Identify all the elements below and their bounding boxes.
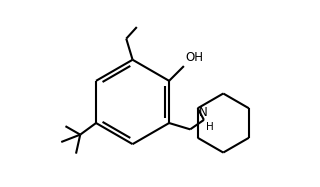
Text: H: H [206,122,214,131]
Text: N: N [198,106,207,119]
Text: OH: OH [185,51,203,64]
